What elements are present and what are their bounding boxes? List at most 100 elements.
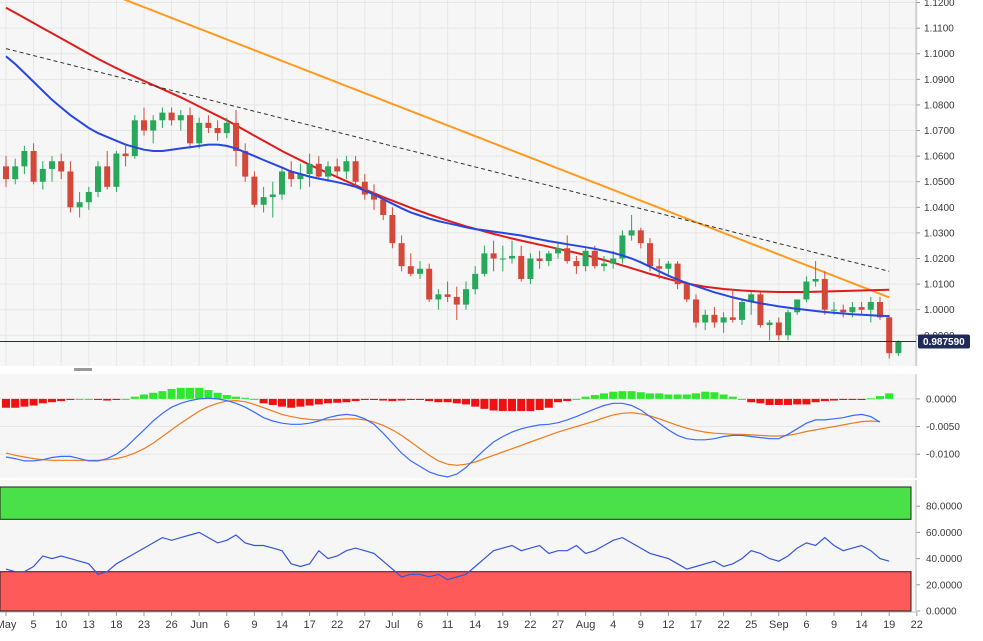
x-tick-label: 9 — [638, 619, 644, 631]
macd-histogram-bar — [692, 393, 700, 399]
price-tick-label: 1.1200 — [924, 0, 955, 9]
x-tick-label: 12 — [662, 619, 674, 631]
macd-histogram-bar — [425, 398, 434, 402]
macd-histogram-bar — [462, 398, 470, 405]
macd-signal-line — [5, 399, 881, 466]
sma-slow-line — [122, 0, 890, 299]
macd-histogram-bar — [793, 398, 802, 405]
macd-histogram-bar — [784, 398, 792, 405]
candle-body — [279, 171, 285, 195]
x-tick-label: 6 — [224, 619, 230, 631]
macd-histogram-bar — [406, 398, 415, 400]
macd-panel: 0.0000 -0.0050 -0.0100 — [0, 374, 960, 484]
macd-histogram-bar — [434, 398, 443, 403]
macd-histogram-bar — [416, 398, 424, 400]
candle-body — [104, 166, 111, 187]
candle-body — [223, 122, 230, 134]
macd-histogram-bar — [581, 396, 590, 399]
macd-histogram-bar — [186, 387, 194, 399]
macd-histogram-bar — [802, 398, 811, 405]
candle-body — [39, 168, 46, 182]
macd-histogram-bar — [480, 398, 489, 409]
sma-fast-line — [5, 55, 890, 318]
candle-body — [168, 112, 175, 121]
trendline — [5, 48, 890, 272]
rsi-tick-label: 80.0000 — [926, 502, 963, 513]
candle-body — [21, 151, 28, 167]
macd-histogram-bar — [811, 398, 820, 403]
candle-body — [573, 261, 580, 267]
price-tick-label: 1.0100 — [924, 280, 955, 291]
candle-body — [647, 243, 653, 267]
candle-body — [812, 278, 819, 282]
macd-histogram-bar — [287, 398, 296, 408]
macd-histogram-bar — [241, 397, 250, 399]
macd-histogram-bar — [333, 398, 342, 403]
candle-body — [858, 307, 865, 310]
candle-body — [729, 317, 736, 320]
candle-body — [398, 243, 405, 267]
candle-body — [674, 263, 681, 285]
rsi-tick-label: 40.0000 — [926, 554, 963, 565]
macd-histogram-bar — [2, 398, 10, 408]
rsi-tick-label: 0.0000 — [926, 607, 957, 618]
macd-histogram-bar — [75, 398, 84, 400]
candle-body — [380, 199, 387, 215]
macd-histogram-bar — [232, 396, 240, 399]
macd-histogram-bar — [866, 398, 875, 400]
candle-body — [426, 268, 433, 300]
x-tick-label: Sep — [769, 619, 789, 631]
candle-body — [564, 248, 571, 262]
x-tick-label: 5 — [31, 619, 37, 631]
candle-body — [85, 191, 92, 203]
x-tick-label: 6 — [417, 619, 423, 631]
candle-body — [831, 309, 837, 311]
x-tick-label: 22 — [911, 619, 923, 631]
x-tick-label: 27 — [359, 619, 371, 631]
price-tick-label: 1.1000 — [924, 49, 955, 60]
macd-histogram-bar — [452, 398, 461, 404]
candle-body — [656, 266, 663, 269]
macd-histogram-bar — [563, 398, 572, 402]
candle-body — [757, 294, 764, 326]
candle-body — [453, 296, 460, 305]
macd-histogram-bar — [121, 398, 130, 400]
candle-body — [601, 263, 607, 267]
candle-body — [895, 341, 902, 354]
rsi-tick-label: 60.0000 — [926, 528, 963, 539]
macd-histogram-bar — [38, 398, 47, 404]
candle-body — [12, 166, 19, 180]
date-axis: May 5 10 13 18 23 26 Jun 6 9 14 17 22 27 Jul 6 11 14 19 22 2… — [0, 611, 923, 631]
macd-panel-bg — [0, 374, 916, 478]
candle-body — [67, 171, 74, 208]
macd-histogram-bar — [48, 398, 56, 403]
macd-tick-label: -0.0050 — [926, 422, 960, 433]
macd-histogram-bar — [526, 398, 535, 412]
macd-histogram-bar — [57, 398, 66, 402]
x-tick-label: 19 — [497, 619, 509, 631]
candle-body — [76, 202, 83, 208]
x-tick-label: 22 — [331, 619, 343, 631]
price-tick-label: 1.0200 — [924, 254, 955, 265]
macd-histogram-bar — [876, 396, 884, 399]
candle-body — [177, 115, 184, 121]
candle-body — [748, 294, 755, 303]
candle-body — [536, 258, 543, 262]
x-tick-label: 26 — [165, 619, 177, 631]
macd-histogram-bar — [29, 398, 38, 406]
macd-histogram-bar — [554, 398, 562, 403]
macd-histogram-bar — [443, 398, 452, 403]
candle-body — [527, 258, 534, 279]
candle-body — [711, 314, 718, 323]
x-tick-label: 11 — [442, 619, 453, 631]
macd-histogram-bar — [388, 398, 397, 402]
macd-histogram-bar — [213, 392, 222, 399]
candle-body — [435, 294, 442, 300]
candle-body — [150, 120, 157, 131]
candle-body — [361, 181, 368, 195]
rsi-panel: 80.0000 60.0000 40.0000 20.0000 0.0000 — [0, 480, 963, 618]
macd-histogram-bar — [756, 398, 765, 404]
candle-body — [702, 314, 709, 323]
candle-body — [821, 278, 828, 310]
candle-body — [665, 263, 672, 269]
